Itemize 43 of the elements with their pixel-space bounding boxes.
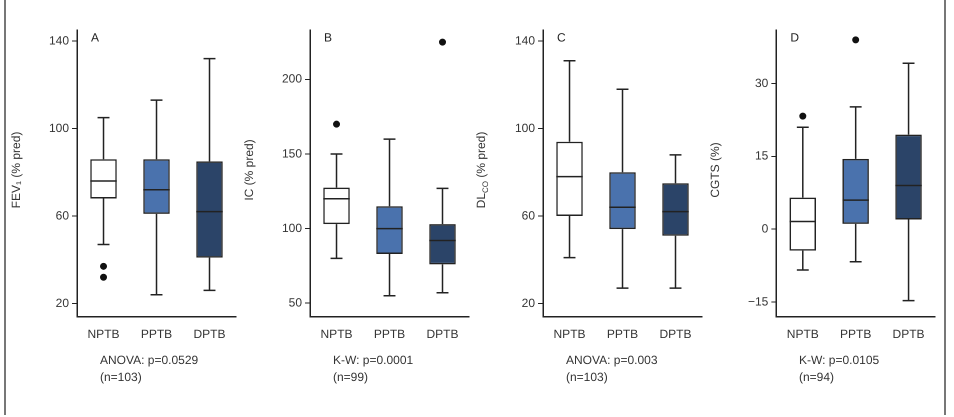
x-tick-label: DPTB [426, 327, 459, 342]
x-tick-label: DPTB [892, 327, 925, 342]
x-tick-label: PPTB [140, 327, 172, 342]
chart-title: A [91, 30, 100, 45]
y-tick-label: 100 [48, 120, 70, 135]
x-tick-label: NPTB [320, 327, 353, 342]
text: ANOVA: p=0.0529 [100, 352, 198, 369]
chart-title: D [790, 30, 800, 45]
x-tick-label: NPTB [88, 327, 120, 342]
y-tick-label: 100 [514, 120, 536, 135]
x-tick-label: PPTB [606, 327, 638, 342]
text: (n=103) [100, 369, 143, 386]
x-tick-label: DPTB [193, 327, 226, 342]
y-tick-label: 30 [754, 76, 769, 90]
chart-title: C [557, 30, 566, 45]
y-tick-label: 60 [522, 208, 536, 222]
x-tick-label: PPTB [374, 327, 406, 342]
text: (n=94) [799, 369, 836, 386]
y-tick-label: 20 [56, 296, 70, 310]
text: (n=99) [333, 369, 370, 386]
y-axis-title: IC (% pred) [242, 139, 256, 201]
y-tick-label: 0 [762, 222, 769, 236]
chart-title: B [324, 30, 332, 45]
y-tick-label: 15 [754, 148, 769, 163]
y-axis-title: FEV₁ (% pred) [9, 132, 23, 208]
y-axis-title: CGTS (%) [708, 142, 722, 198]
x-tick-label: NPTB [786, 327, 819, 342]
text: K-W: p=0.0001 [333, 352, 414, 369]
y-tick-label: 150 [282, 146, 302, 160]
text: (n=103) [566, 369, 609, 386]
y-tick-label: −15 [748, 294, 769, 308]
y-tick-label: 200 [282, 72, 302, 86]
x-tick-label: NPTB [554, 327, 586, 342]
text: ANOVA: p=0.003 [566, 352, 658, 369]
y-tick-label: 140 [514, 33, 536, 48]
text: K-W: p=0.0105 [799, 352, 880, 369]
y-tick-label: 20 [522, 296, 536, 310]
x-tick-label: PPTB [840, 327, 872, 342]
y-tick-label: 140 [48, 33, 70, 48]
y-tick-label: 100 [282, 220, 302, 235]
y-tick-label: 60 [56, 208, 70, 222]
y-tick-label: 50 [288, 295, 302, 310]
x-tick-label: DPTB [659, 327, 692, 342]
